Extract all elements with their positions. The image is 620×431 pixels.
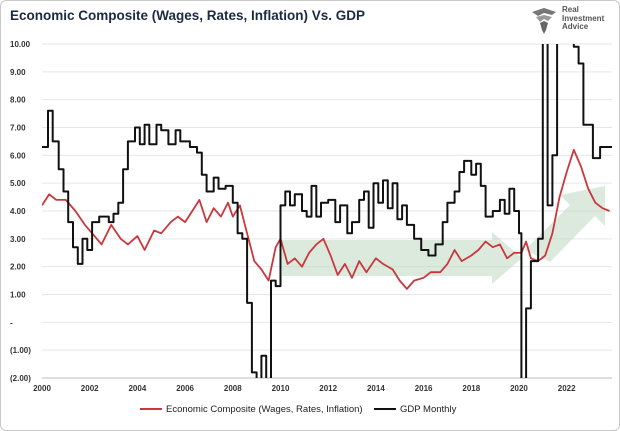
x-tick-label: 2010 bbox=[272, 384, 290, 393]
y-tick-label: 7.00 bbox=[10, 124, 26, 133]
y-tick-label: 10.00 bbox=[10, 40, 31, 49]
x-tick-label: 2022 bbox=[558, 384, 576, 393]
x-tick-label: 2008 bbox=[224, 384, 242, 393]
y-tick-label: (1.00) bbox=[10, 346, 31, 355]
x-tick-label: 2018 bbox=[462, 384, 480, 393]
y-tick-label: 9.00 bbox=[10, 68, 26, 77]
trend-arrows bbox=[282, 186, 605, 284]
x-tick-label: 2012 bbox=[319, 384, 337, 393]
y-tick-label: - bbox=[10, 318, 13, 327]
gridlines bbox=[42, 43, 612, 379]
logo-line-3: Advice bbox=[562, 22, 589, 31]
x-tick-label: 2020 bbox=[510, 384, 528, 393]
legend-item-gdp: GDP Monthly bbox=[374, 404, 456, 415]
legend-swatch-gdp bbox=[374, 408, 396, 411]
y-tick-label: 1.00 bbox=[10, 291, 26, 300]
legend-item-composite: Economic Composite (Wages, Rates, Inflat… bbox=[140, 404, 363, 415]
y-axis-tick-labels: 10.00 9.00 8.00 7.00 6.00 5.00 4.00 3.00 2.00 1.0… bbox=[10, 40, 31, 383]
brand-logo: Real Investment Advice bbox=[530, 5, 618, 36]
logo-wordmark: Real Investment Advice bbox=[562, 5, 605, 32]
legend-swatch-composite bbox=[140, 408, 162, 411]
series-layer bbox=[42, 44, 612, 378]
y-tick-label: 6.00 bbox=[10, 151, 26, 160]
logo-line-2: Investment bbox=[562, 13, 605, 23]
series-line-economic-composite bbox=[42, 148, 610, 290]
x-axis-tick-labels: 2000 2002 2004 2006 2008 2010 2012 2014 2016 2018… bbox=[33, 384, 576, 393]
y-tick-label: 2.00 bbox=[10, 263, 26, 272]
x-tick-label: 2006 bbox=[176, 384, 194, 393]
chart-title: Economic Composite (Wages, Rates, Inflat… bbox=[10, 8, 366, 23]
legend-label-gdp: GDP Monthly bbox=[400, 404, 457, 415]
y-tick-label: (2.00) bbox=[10, 374, 31, 383]
legend-label-composite: Economic Composite (Wages, Rates, Inflat… bbox=[166, 404, 363, 415]
y-tick-label: 4.00 bbox=[10, 207, 26, 216]
x-tick-label: 2000 bbox=[33, 384, 51, 393]
y-tick-label: 3.00 bbox=[10, 235, 26, 244]
logo-line-1: Real bbox=[562, 5, 579, 14]
trend-arrow-horizontal bbox=[282, 232, 522, 284]
x-tick-label: 2016 bbox=[415, 384, 433, 393]
x-tick-label: 2004 bbox=[128, 384, 146, 393]
x-tick-label: 2002 bbox=[81, 384, 99, 393]
y-tick-label: 8.00 bbox=[10, 96, 26, 105]
series-line-gdp-monthly bbox=[42, 44, 612, 378]
y-tick-label: 5.00 bbox=[10, 179, 26, 188]
x-tick-label: 2014 bbox=[367, 384, 385, 393]
trend-arrow-rising bbox=[525, 186, 605, 262]
eagle-logo-icon bbox=[532, 8, 556, 34]
